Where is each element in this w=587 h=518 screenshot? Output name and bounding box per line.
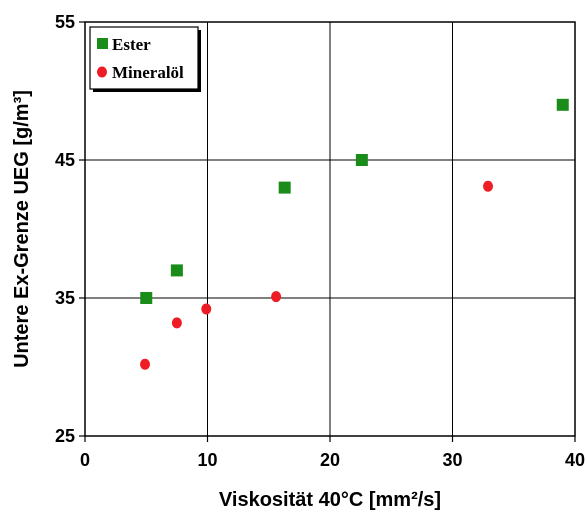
legend-marker-mineraloel xyxy=(97,66,107,78)
x-axis-title: Viskosität 40°C [mm²/s] xyxy=(219,489,441,511)
y-tick-label: 45 xyxy=(55,150,75,170)
data-point-mineraloel xyxy=(140,358,151,370)
legend-label-mineraloel: Mineralöl xyxy=(112,63,184,82)
x-tick-label: 0 xyxy=(80,450,90,470)
y-tick-label: 25 xyxy=(55,426,75,446)
data-point-mineraloel xyxy=(271,291,282,303)
legend-marker-ester xyxy=(97,38,108,49)
x-tick-label: 10 xyxy=(197,450,217,470)
legend-shadow xyxy=(93,89,201,92)
data-point-mineraloel xyxy=(201,303,212,315)
data-point-ester xyxy=(278,181,291,194)
data-point-ester xyxy=(355,154,368,166)
x-tick-label: 40 xyxy=(565,450,585,470)
legend-shadow xyxy=(198,30,201,92)
data-point-mineraloel xyxy=(483,180,494,192)
x-tick-label: 20 xyxy=(320,450,340,470)
x-tick-label: 30 xyxy=(442,450,462,470)
data-point-mineraloel xyxy=(171,317,182,329)
data-point-ester xyxy=(170,264,183,277)
y-axis-title: Untere Ex-Grenze UEG [g/m³] xyxy=(11,90,33,368)
legend-box xyxy=(89,26,199,90)
data-point-ester xyxy=(140,292,153,304)
data-point-ester xyxy=(556,98,569,111)
legend-label-ester: Ester xyxy=(112,35,151,54)
data-points xyxy=(140,98,569,370)
x-axis-ticks: 0 10 20 30 40 xyxy=(80,436,585,470)
grid-lines xyxy=(85,22,575,436)
legend: Ester Mineralöl xyxy=(89,26,201,92)
y-tick-label: 35 xyxy=(55,288,75,308)
y-axis-ticks: 25 35 45 55 xyxy=(55,12,85,446)
y-tick-label: 55 xyxy=(55,12,75,32)
